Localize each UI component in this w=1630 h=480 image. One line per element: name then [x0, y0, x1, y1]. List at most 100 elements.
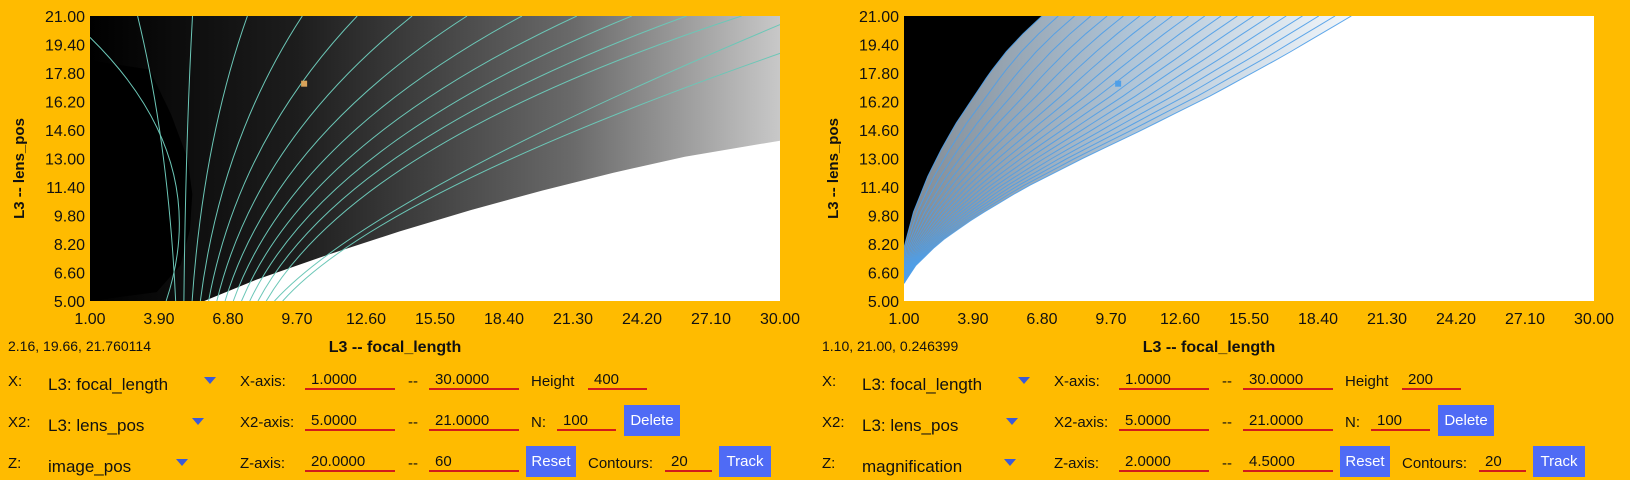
x-tick-label: 21.30 — [1367, 311, 1407, 328]
chevron-down-icon[interactable] — [1006, 418, 1018, 425]
z-variable-select[interactable]: magnification — [862, 457, 963, 476]
contour-line — [249, 16, 632, 301]
y-tick-label: 13.00 — [859, 152, 899, 169]
n-input[interactable]: 100 — [557, 411, 616, 431]
cursor-readout: 1.10, 21.00, 0.246399 — [822, 338, 959, 354]
contour-line — [904, 16, 1206, 284]
x-tick-label: 3.90 — [957, 311, 988, 328]
cursor-marker[interactable] — [1115, 80, 1122, 87]
x-tick-label: 12.60 — [346, 311, 386, 328]
chevron-down-icon[interactable] — [1004, 459, 1016, 466]
x2-axis-max-input[interactable]: 21.0000 — [1243, 411, 1333, 431]
x-axis-min-input[interactable]: 1.0000 — [1119, 370, 1209, 390]
x-variable-select[interactable]: L3: focal_length — [862, 375, 983, 394]
x2-select-label: X2: — [8, 414, 31, 431]
heatmap-area — [90, 16, 780, 301]
contour-line — [904, 16, 1092, 284]
x-variable-select[interactable]: L3: focal_length — [48, 375, 169, 394]
x-axis-max-input[interactable]: 30.0000 — [1243, 370, 1333, 390]
x2-select-label: X2: — [822, 414, 845, 431]
x-tick-label: 18.40 — [1298, 311, 1338, 328]
contour-line — [904, 16, 1320, 284]
x-tick-label: 30.00 — [760, 311, 800, 328]
x-tick-label: 21.30 — [553, 311, 593, 328]
z-axis-max-input[interactable]: 60 — [429, 452, 519, 472]
contours-input[interactable]: 20 — [1479, 452, 1526, 472]
x2-axis-label: X2-axis: — [240, 414, 295, 431]
cursor-marker[interactable] — [301, 80, 308, 87]
contour-panel-left: 1.00 3.90 6.80 9.70 12.60 15.50 18.40 21.30 24.2… — [0, 0, 810, 480]
x-axis-min-input[interactable]: 1.0000 — [305, 370, 395, 390]
x-axis-title: L3 -- focal_length — [1143, 339, 1275, 356]
contours-label: Contours: — [588, 455, 654, 472]
chevron-down-icon[interactable] — [204, 377, 216, 384]
contour-line — [904, 16, 1140, 284]
contour-line — [232, 16, 523, 301]
y-tick-label: 14.60 — [859, 123, 899, 140]
chevron-down-icon[interactable] — [176, 459, 188, 466]
x-axis-label: X-axis: — [240, 373, 286, 390]
x-tick-label: 1.00 — [888, 311, 919, 328]
range-separator: -- — [1222, 373, 1232, 390]
chevron-down-icon[interactable] — [1018, 377, 1030, 384]
contour-line — [199, 16, 303, 301]
range-separator: -- — [1222, 455, 1232, 472]
reset-button[interactable]: Reset — [526, 446, 576, 477]
contour-panel-right: 1.00 3.90 6.80 9.70 12.60 15.50 18.40 21.30 24.2… — [814, 0, 1624, 480]
x-tick-label: 9.70 — [1095, 311, 1126, 328]
y-axis-title: L3 -- lens_pos — [11, 118, 28, 219]
contour-line — [904, 16, 1189, 284]
n-input[interactable]: 100 — [1371, 411, 1430, 431]
contour-line — [904, 16, 1287, 284]
z-select-label: Z: — [822, 455, 836, 472]
contour-line — [216, 16, 413, 301]
delete-button[interactable]: Delete — [624, 405, 680, 436]
y-tick-label: 8.20 — [868, 237, 899, 254]
contour-line — [208, 16, 358, 301]
contour-plot-image-pos[interactable]: 1.00 3.90 6.80 9.70 12.60 15.50 18.40 21.30 24.2… — [0, 0, 810, 360]
x2-axis-max-input[interactable]: 21.0000 — [429, 411, 519, 431]
y-tick-label: 16.20 — [859, 95, 899, 112]
contour-line — [282, 52, 780, 301]
reset-button[interactable]: Reset — [1340, 446, 1390, 477]
contour-plot-magnification[interactable]: 1.00 3.90 6.80 9.70 12.60 15.50 18.40 21.30 24.2… — [814, 0, 1624, 360]
x2-axis-min-input[interactable]: 5.0000 — [1119, 411, 1209, 431]
contour-line — [904, 16, 1043, 284]
contours-input[interactable]: 20 — [665, 452, 712, 472]
z-axis-label: Z-axis: — [240, 455, 285, 472]
x-tick-label: 6.80 — [1026, 311, 1057, 328]
track-button[interactable]: Track — [719, 446, 771, 477]
x-axis-max-input[interactable]: 30.0000 — [429, 370, 519, 390]
contour-line — [904, 16, 1238, 284]
x-tick-label: 1.00 — [74, 311, 105, 328]
x2-axis-min-input[interactable]: 5.0000 — [305, 411, 395, 431]
x2-variable-select[interactable]: L3: lens_pos — [48, 416, 145, 435]
height-input[interactable]: 400 — [588, 370, 647, 390]
y-tick-label: 19.40 — [859, 38, 899, 55]
y-tick-label: 9.80 — [868, 209, 899, 226]
heatmap-dark-region — [904, 16, 1042, 248]
heatmap-area — [904, 16, 1594, 301]
track-button[interactable]: Track — [1533, 446, 1585, 477]
z-axis-min-input[interactable]: 2.0000 — [1119, 452, 1209, 472]
x2-variable-select[interactable]: L3: lens_pos — [862, 416, 959, 435]
z-axis-max-input[interactable]: 4.5000 — [1243, 452, 1333, 472]
contour-line — [904, 16, 1059, 284]
contour-line — [90, 37, 180, 301]
y-tick-label: 19.40 — [45, 38, 85, 55]
x-tick-label: 12.60 — [1160, 311, 1200, 328]
contour-line — [274, 24, 780, 301]
z-variable-select[interactable]: image_pos — [48, 457, 132, 476]
z-axis-min-input[interactable]: 20.0000 — [305, 452, 395, 472]
height-input[interactable]: 200 — [1402, 370, 1461, 390]
y-tick-label: 8.20 — [54, 237, 85, 254]
x-tick-label: 24.20 — [622, 311, 662, 328]
chevron-down-icon[interactable] — [192, 418, 204, 425]
contour-line — [191, 16, 248, 301]
contour-line — [904, 16, 1124, 284]
delete-button[interactable]: Delete — [1438, 405, 1494, 436]
x-tick-label: 24.20 — [1436, 311, 1476, 328]
contour-line — [137, 16, 177, 301]
y-axis-title: L3 -- lens_pos — [825, 118, 842, 219]
contour-line — [183, 16, 193, 301]
